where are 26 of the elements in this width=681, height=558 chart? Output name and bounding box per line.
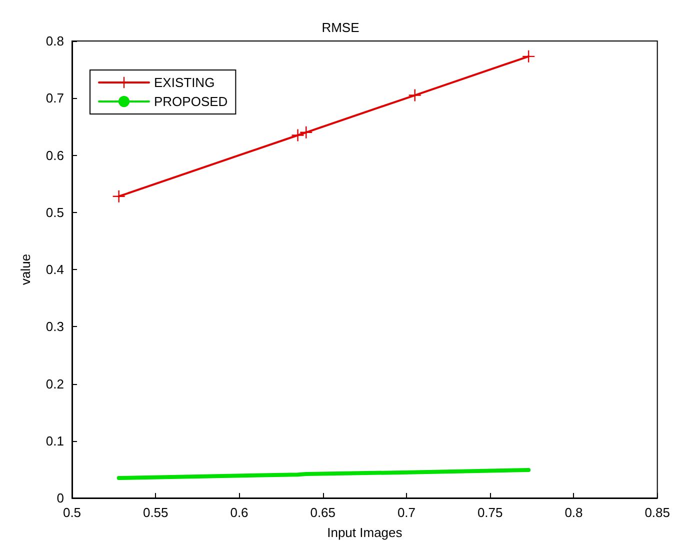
y-tick-label: 0.7 bbox=[46, 90, 64, 106]
x-tick-label: 0.55 bbox=[142, 505, 168, 520]
y-tick-label: 0.5 bbox=[46, 204, 64, 220]
y-tick-label: 0.2 bbox=[46, 376, 64, 392]
y-tick-label: 0.3 bbox=[46, 319, 64, 334]
x-tick-label: 0.6 bbox=[230, 505, 248, 520]
x-tick-label: 0.5 bbox=[62, 505, 82, 520]
x-tick-label: 0.85 bbox=[644, 505, 670, 520]
legend-label: EXISTING bbox=[154, 75, 215, 90]
y-tick-label: 0.8 bbox=[46, 34, 64, 48]
x-tick-label: 0.65 bbox=[310, 505, 336, 520]
y-tick-label: 0.6 bbox=[46, 148, 64, 163]
y-axis-title: value bbox=[18, 254, 33, 286]
y-tick-label: 0.4 bbox=[46, 262, 64, 277]
x-tick-label: 0.7 bbox=[397, 505, 416, 520]
legend-label: PROPOSED bbox=[154, 94, 228, 109]
point bbox=[292, 129, 304, 142]
x-axis-title: Input Images bbox=[327, 525, 403, 540]
point bbox=[408, 89, 421, 102]
y-tick-label: 0 bbox=[56, 490, 64, 506]
point bbox=[112, 190, 125, 202]
x-tick-label: 0.75 bbox=[477, 505, 503, 520]
x-tick-label: 0.8 bbox=[564, 505, 583, 520]
chart-title: RMSE bbox=[322, 20, 360, 35]
y-tick-label: 0.1 bbox=[46, 433, 64, 448]
line-series bbox=[116, 468, 531, 480]
